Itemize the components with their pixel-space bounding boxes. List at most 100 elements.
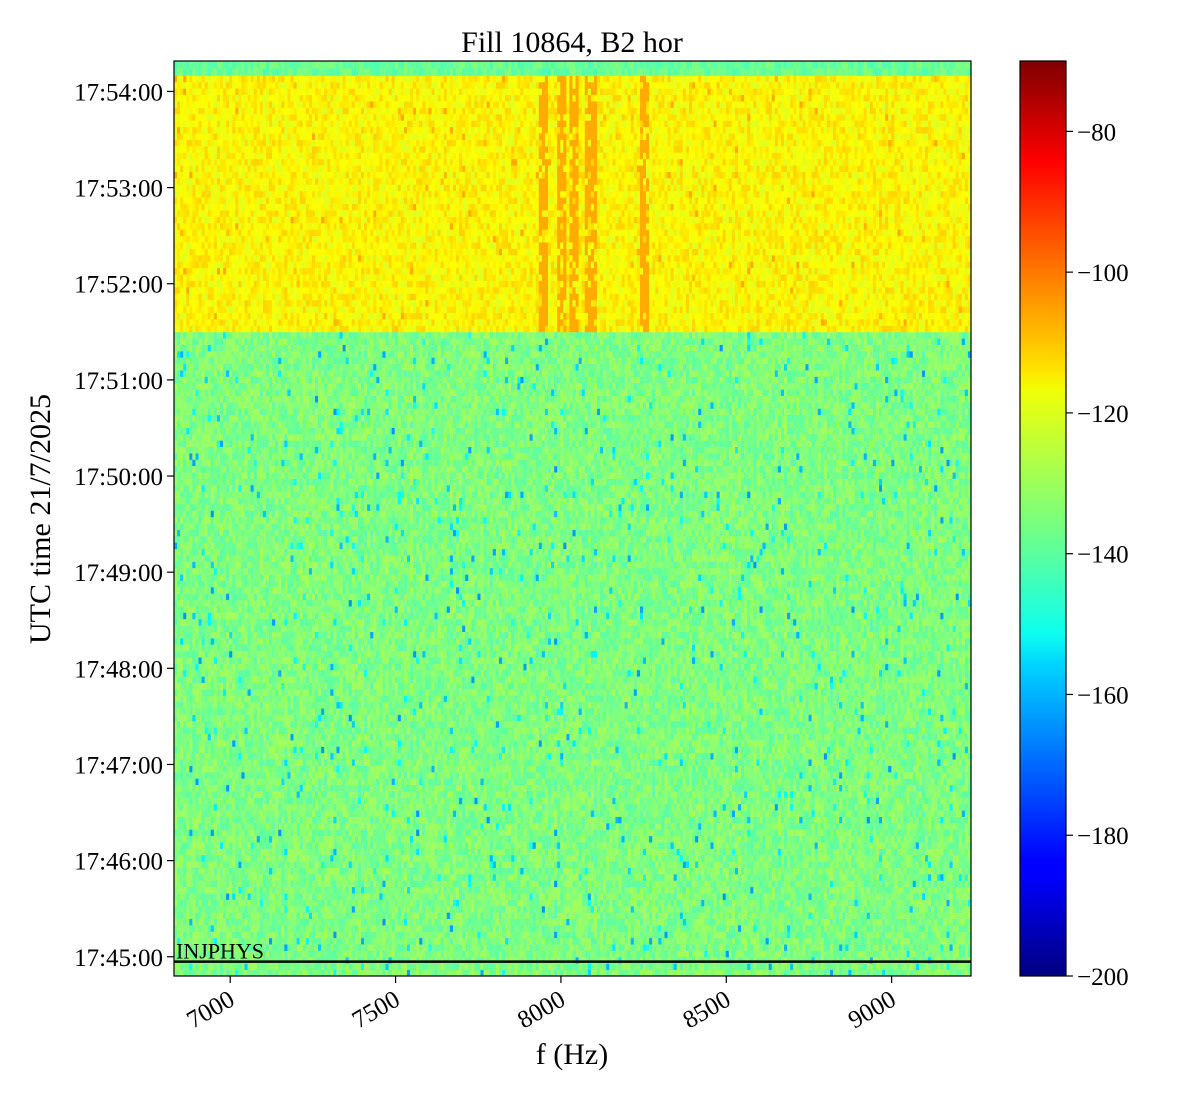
heatmap-cell	[720, 970, 723, 977]
heatmap-cell	[729, 887, 732, 894]
heatmap-cell	[618, 931, 621, 938]
heatmap-cell	[710, 944, 713, 951]
heatmap-cell	[527, 874, 530, 881]
heatmap-cell	[821, 893, 824, 900]
heatmap-cell	[901, 938, 904, 945]
heatmap-cell	[318, 874, 321, 881]
heatmap-cell	[416, 963, 419, 970]
heatmap-cell	[281, 944, 284, 951]
heatmap-cell	[861, 868, 864, 875]
heatmap-cell	[717, 944, 720, 951]
heatmap-cell	[625, 906, 628, 913]
heatmap-cell	[904, 931, 907, 938]
heatmap-cell	[931, 925, 934, 932]
heatmap-cell	[456, 855, 459, 862]
heatmap-cell	[560, 874, 563, 881]
heatmap-cell	[965, 887, 968, 894]
heatmap-cell	[588, 868, 591, 875]
heatmap-cell	[940, 970, 943, 977]
heatmap-cell	[355, 887, 358, 894]
heatmap-cell	[934, 887, 937, 894]
heatmap-cell	[827, 925, 830, 932]
heatmap-cell	[208, 931, 211, 938]
heatmap-cell	[934, 931, 937, 938]
heatmap-cell	[263, 855, 266, 862]
heatmap-cell	[551, 912, 554, 919]
heatmap-cell	[799, 899, 802, 906]
heatmap-cell	[462, 880, 465, 887]
heatmap-cell	[254, 899, 257, 906]
heatmap-cell	[956, 912, 959, 919]
heatmap-cell	[861, 919, 864, 926]
heatmap-cell	[514, 880, 517, 887]
heatmap-cell	[965, 925, 968, 932]
heatmap-cell	[637, 963, 640, 970]
heatmap-cell	[907, 899, 910, 906]
heatmap-cell	[622, 874, 625, 881]
heatmap-cell	[649, 868, 652, 875]
heatmap-cell	[649, 861, 652, 868]
heatmap-cell	[683, 880, 686, 887]
heatmap-cell	[508, 919, 511, 926]
heatmap-cell	[484, 874, 487, 881]
heatmap-cell	[775, 925, 778, 932]
heatmap-cell	[462, 931, 465, 938]
heatmap-cell	[717, 912, 720, 919]
heatmap-cell	[959, 855, 962, 862]
heatmap-cell	[551, 906, 554, 913]
heatmap-cell	[781, 925, 784, 932]
heatmap-cell	[471, 887, 474, 894]
heatmap-cell	[232, 874, 235, 881]
heatmap-cell	[183, 855, 186, 862]
heatmap-cell	[450, 868, 453, 875]
heatmap-cell	[352, 880, 355, 887]
heatmap-cell	[527, 855, 530, 862]
heatmap-cell	[263, 874, 266, 881]
heatmap-cell	[664, 931, 667, 938]
heatmap-cell	[278, 963, 281, 970]
heatmap-cell	[235, 887, 238, 894]
heatmap-cell	[851, 912, 854, 919]
heatmap-cell	[720, 874, 723, 881]
heatmap-cell	[281, 899, 284, 906]
heatmap-cell	[809, 893, 812, 900]
heatmap-cell	[634, 950, 637, 957]
heatmap-cell	[217, 848, 220, 855]
heatmap-cell	[701, 899, 704, 906]
heatmap-cell	[557, 887, 560, 894]
heatmap-cell	[465, 970, 468, 977]
heatmap-cell	[309, 899, 312, 906]
heatmap-cell	[922, 899, 925, 906]
heatmap-cell	[588, 938, 591, 945]
heatmap-cell	[245, 861, 248, 868]
heatmap-cell	[802, 868, 805, 875]
heatmap-cell	[382, 938, 385, 945]
heatmap-cell	[404, 899, 407, 906]
heatmap-cell	[465, 944, 468, 951]
heatmap-cell	[300, 912, 303, 919]
heatmap-cell	[425, 893, 428, 900]
heatmap-cell	[419, 855, 422, 862]
heatmap-cell	[631, 938, 634, 945]
heatmap-cell	[827, 944, 830, 951]
heatmap-cell	[245, 899, 248, 906]
heatmap-cell	[894, 938, 897, 945]
heatmap-cell	[784, 893, 787, 900]
heatmap-cell	[802, 919, 805, 926]
heatmap-cell	[226, 893, 229, 900]
heatmap-cell	[692, 893, 695, 900]
heatmap-cell	[517, 855, 520, 862]
heatmap-cell	[689, 880, 692, 887]
heatmap-cell	[588, 855, 591, 862]
heatmap-cell	[891, 938, 894, 945]
heatmap-cell	[717, 899, 720, 906]
heatmap-cell	[517, 919, 520, 926]
heatmap-cell	[551, 874, 554, 881]
heatmap-cell	[477, 944, 480, 951]
heatmap-cell	[444, 906, 447, 913]
heatmap-cell	[367, 919, 370, 926]
heatmap-cell	[585, 855, 588, 862]
heatmap-cell	[205, 887, 208, 894]
heatmap-cell	[370, 861, 373, 868]
heatmap-cell	[735, 944, 738, 951]
